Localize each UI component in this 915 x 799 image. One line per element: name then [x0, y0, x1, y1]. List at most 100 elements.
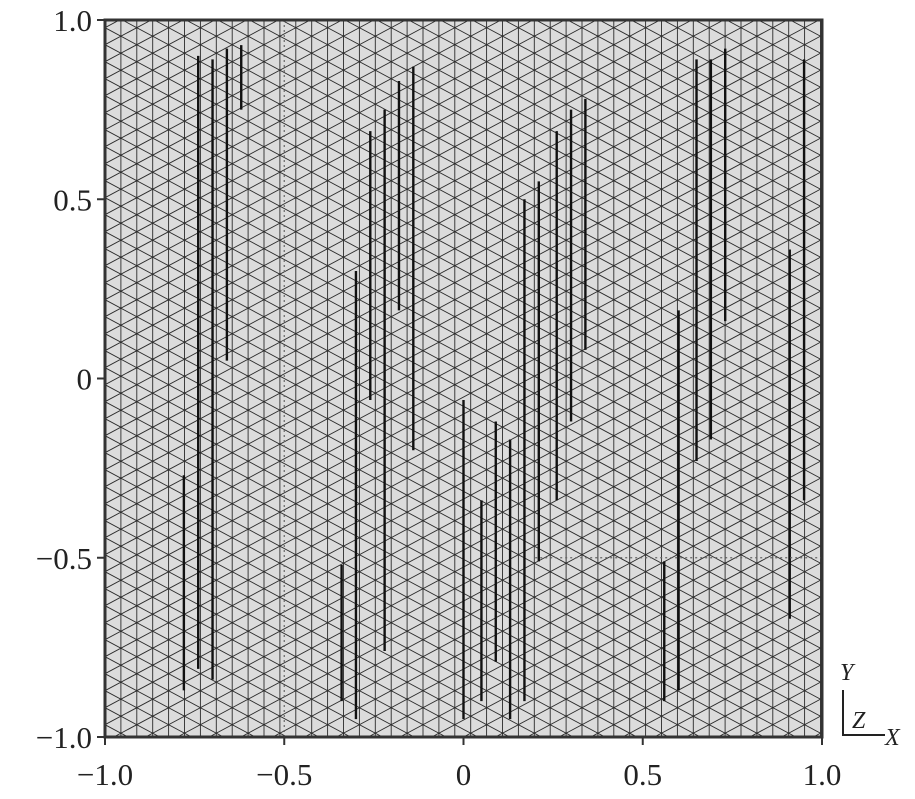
mesh-edge: [208, 408, 823, 738]
mesh-edge: [104, 19, 565, 267]
mesh-edge: [104, 19, 438, 199]
mesh-edge: [344, 19, 823, 276]
axis-triad: Y Z X: [840, 660, 901, 751]
mesh-edge: [104, 673, 224, 738]
mesh-edge: [367, 493, 823, 738]
mesh-edge: [758, 19, 823, 55]
mesh-edge: [630, 19, 823, 123]
mesh-edge: [104, 102, 823, 488]
mesh-edge: [104, 51, 823, 437]
mesh-edge: [104, 19, 406, 182]
mesh-edge: [104, 197, 823, 582]
mesh-edge: [104, 19, 152, 46]
mesh-edge: [471, 19, 823, 208]
mesh-edge: [177, 391, 823, 738]
mesh-edge: [376, 19, 823, 259]
mesh-edge: [431, 527, 823, 738]
mesh-edge: [440, 19, 823, 225]
mesh-edge: [104, 19, 216, 80]
y-axis: 1.0 0.5 0 −0.5 −1.0: [36, 3, 105, 755]
mesh-edge: [104, 19, 820, 403]
y-tick-label: 0: [77, 362, 93, 397]
mesh-edge: [240, 425, 823, 738]
mesh-edge: [789, 19, 823, 38]
mesh-edge: [685, 663, 823, 738]
x-axis: −1.0 −0.5 0 0.5 1.0: [77, 737, 841, 792]
mesh-edge: [104, 95, 823, 480]
mesh-edge: [104, 19, 279, 114]
x-tick-label: 0: [456, 757, 472, 792]
mesh-edge: [567, 19, 823, 157]
mesh-edge: [104, 68, 823, 454]
mesh-edge: [526, 578, 823, 738]
mesh-edge: [113, 357, 823, 738]
mesh-edge: [408, 19, 823, 242]
mesh-edge: [104, 384, 765, 738]
mesh-edge: [272, 442, 823, 738]
mesh-edge: [104, 588, 383, 738]
mesh-edge: [104, 44, 823, 429]
x-tick-label: 0.5: [623, 757, 662, 792]
mesh-edge: [249, 19, 823, 327]
mesh-edge: [662, 19, 823, 106]
mesh-edge: [104, 146, 823, 531]
mesh-edge: [104, 418, 701, 738]
mesh-edge: [104, 19, 597, 284]
mesh-edge: [535, 19, 823, 174]
mesh-edge: [104, 605, 351, 738]
mesh-edge: [145, 374, 823, 738]
mesh-edge: [104, 19, 629, 301]
mesh-edge: [749, 697, 823, 738]
triad-x-label: X: [884, 725, 901, 751]
mesh-edge: [622, 629, 823, 738]
mesh-edge: [104, 19, 311, 131]
mesh-edge: [104, 19, 375, 165]
mesh-edge: [104, 554, 447, 738]
mesh-edge: [463, 544, 823, 738]
mesh-edge: [336, 476, 823, 738]
dark-segments: [182, 45, 806, 720]
mesh-edge: [503, 19, 823, 191]
mesh-edge: [781, 714, 823, 738]
mesh-edge: [104, 690, 192, 738]
mesh-edge: [104, 19, 343, 148]
mesh-edge: [590, 612, 823, 738]
mesh-edge: [104, 19, 184, 63]
mesh-edge: [104, 187, 823, 573]
y-tick-label: 0.5: [53, 182, 92, 217]
mesh-edge: [104, 204, 823, 590]
x-tick-label: −0.5: [256, 757, 312, 792]
mesh-edge: [104, 537, 479, 738]
mesh-edge: [104, 656, 256, 738]
mesh-edge: [104, 724, 129, 738]
mesh-edge: [281, 19, 823, 310]
mesh-edge: [726, 19, 823, 72]
mesh-edge: [104, 19, 502, 233]
mesh-edge: [654, 646, 823, 738]
mesh-edge: [104, 19, 247, 97]
mesh-edge: [304, 459, 823, 738]
mesh-edge: [104, 129, 823, 514]
mesh-edge: [104, 19, 534, 250]
mesh-edge: [104, 707, 161, 738]
mesh-edge: [104, 180, 823, 565]
mesh-edge: [104, 163, 823, 548]
mesh-edge: [104, 153, 823, 539]
mesh-edge: [185, 19, 823, 361]
mesh-edge: [104, 19, 470, 216]
mesh-edge: [312, 19, 823, 293]
mesh-edge: [495, 561, 823, 738]
mesh-edge: [217, 19, 823, 344]
mesh-edge: [717, 680, 823, 738]
mesh-edge: [104, 112, 823, 497]
triad-z-label: Z: [852, 708, 866, 734]
mesh-edge: [104, 27, 823, 412]
mesh-edge: [122, 19, 823, 395]
mesh-edge: [104, 503, 542, 738]
mesh-edge: [104, 19, 788, 386]
mesh-edge: [104, 34, 823, 420]
mesh-edge: [104, 452, 638, 738]
mesh-edge: [104, 520, 510, 738]
mesh-edge: [104, 367, 797, 738]
